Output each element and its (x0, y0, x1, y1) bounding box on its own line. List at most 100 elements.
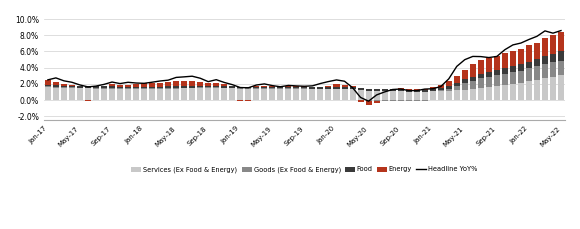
Bar (133, 88, 139, 89)
Bar (221, 87, 227, 88)
Bar (350, 87, 356, 89)
Bar (446, 89, 452, 91)
Bar (510, 72, 516, 84)
Bar (470, 77, 476, 81)
Bar (454, 90, 460, 100)
Bar (61, 87, 67, 88)
Bar (350, 89, 356, 100)
Bar (85, 88, 91, 100)
Bar (149, 88, 155, 89)
Bar (310, 87, 316, 89)
Bar (53, 87, 59, 100)
Bar (478, 78, 484, 88)
Bar (262, 87, 267, 88)
Bar (61, 85, 67, 87)
Bar (237, 89, 243, 100)
Bar (502, 53, 508, 68)
Bar (101, 85, 107, 86)
Bar (334, 87, 339, 89)
Bar (277, 88, 284, 89)
Bar (141, 89, 147, 100)
Bar (422, 89, 427, 90)
Bar (85, 100, 91, 101)
Bar (61, 84, 67, 85)
Bar (390, 100, 396, 101)
Bar (85, 87, 91, 88)
Bar (133, 87, 139, 88)
Bar (125, 85, 131, 87)
Bar (149, 89, 155, 100)
Bar (518, 64, 524, 71)
Bar (181, 86, 187, 87)
Bar (221, 84, 227, 86)
Bar (109, 88, 115, 89)
Bar (398, 100, 404, 101)
Bar (350, 86, 356, 87)
Bar (502, 74, 508, 85)
Bar (430, 87, 436, 89)
Bar (365, 100, 372, 105)
Bar (478, 60, 484, 74)
Bar (285, 89, 291, 100)
Bar (478, 88, 484, 100)
Bar (510, 84, 516, 100)
Bar (446, 81, 452, 86)
Bar (277, 87, 284, 88)
Bar (237, 100, 243, 101)
Bar (422, 90, 427, 92)
Bar (237, 88, 243, 89)
Bar (205, 87, 211, 88)
Bar (133, 89, 139, 100)
Bar (342, 87, 347, 89)
Bar (141, 88, 147, 89)
Bar (365, 91, 372, 100)
Bar (197, 85, 203, 87)
Bar (245, 87, 251, 88)
Bar (334, 89, 339, 100)
Bar (181, 88, 187, 100)
Bar (438, 90, 444, 91)
Bar (173, 88, 179, 89)
Bar (205, 85, 211, 87)
Bar (262, 88, 267, 89)
Bar (374, 89, 379, 91)
Bar (325, 89, 332, 100)
Bar (390, 91, 396, 100)
Bar (542, 78, 548, 100)
Bar (454, 76, 460, 83)
Bar (374, 100, 379, 101)
Bar (470, 89, 476, 100)
Bar (534, 80, 540, 100)
Bar (325, 87, 332, 89)
Bar (494, 70, 500, 75)
Bar (221, 86, 227, 87)
Bar (213, 87, 219, 88)
Bar (45, 85, 51, 86)
Bar (293, 88, 299, 89)
Bar (405, 92, 412, 100)
Bar (550, 35, 556, 54)
Bar (173, 86, 179, 88)
Bar (165, 82, 171, 86)
Bar (141, 87, 147, 88)
Bar (365, 100, 372, 101)
Bar (390, 89, 396, 91)
Bar (405, 90, 412, 92)
Bar (85, 86, 91, 87)
Bar (398, 91, 404, 100)
Bar (262, 89, 267, 100)
Bar (117, 85, 123, 87)
Bar (69, 88, 75, 100)
Bar (245, 88, 251, 89)
Bar (526, 82, 532, 100)
Bar (374, 91, 379, 100)
Bar (494, 55, 500, 70)
Bar (253, 89, 259, 100)
Bar (77, 88, 83, 100)
Bar (101, 89, 107, 100)
Bar (293, 86, 299, 87)
Bar (245, 100, 251, 101)
Bar (518, 49, 524, 64)
Bar (189, 82, 195, 86)
Bar (405, 89, 412, 90)
